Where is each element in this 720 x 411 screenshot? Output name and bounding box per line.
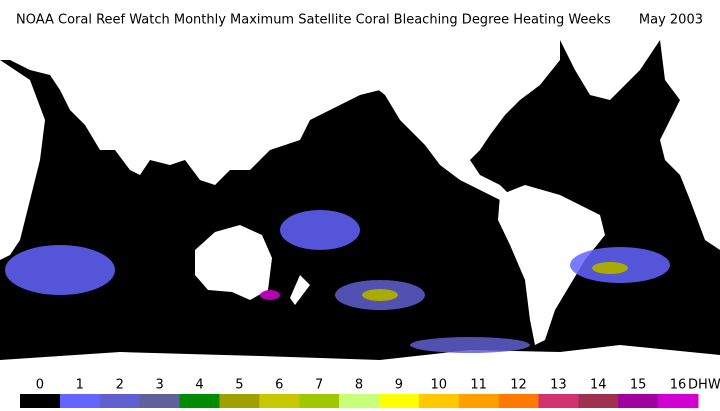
land [660,40,720,250]
legend-swatch [299,394,340,408]
legend-swatch [219,394,260,408]
legend-label: 15 [630,378,647,393]
land [0,345,720,370]
legend-label: 4 [195,378,203,393]
patch [592,262,628,274]
legend-label: 14 [590,378,607,393]
legend-swatch [658,394,699,408]
legend-label: 11 [470,378,487,393]
legend-swatch [378,394,420,408]
land [195,225,272,300]
legend-label: 6 [275,378,283,393]
patch [362,289,398,301]
land [0,60,45,260]
legend-label: 9 [395,378,403,393]
patch [260,290,280,300]
map [0,40,720,370]
patch [5,245,115,295]
legend-unit: DHW [688,378,720,393]
legend-swatch [99,394,141,408]
land [330,40,560,200]
land [498,185,605,345]
heat-patches [5,210,670,353]
legend-label: 3 [155,378,163,393]
legend: 0 1 2 3 4 5 6 7 8 9 10 11 12 13 14 15 16 DHW [20,378,720,408]
land [290,275,310,305]
legend-label: 16 [670,378,687,393]
legend-swatch [20,394,61,408]
legend-label: 12 [510,378,527,393]
land [0,40,480,185]
legend-label: 10 [430,378,447,393]
legend-label: 5 [235,378,243,393]
legend-swatch [458,394,500,408]
legend-label: 2 [116,378,124,393]
legend-swatch [578,394,619,408]
map-date: May 2003 [639,13,703,28]
legend-label: 0 [36,378,44,393]
map-title: NOAA Coral Reef Watch Monthly Maximum Sa… [16,13,611,28]
legend-label: 7 [315,378,323,393]
legend-swatch [139,394,181,408]
legend-label: 1 [76,378,84,393]
legend-swatch [259,394,300,408]
legend-swatch [418,394,460,408]
legend-label: 8 [355,378,363,393]
legend-swatch [538,394,579,408]
legend-swatch [179,394,220,408]
legend-swatch [339,394,380,408]
patch [410,337,530,353]
legend-label: 13 [550,378,567,393]
legend-swatch [498,394,539,408]
legend-swatch [59,394,101,408]
land [560,40,660,100]
legend-swatch [618,394,659,408]
patch [280,210,360,250]
